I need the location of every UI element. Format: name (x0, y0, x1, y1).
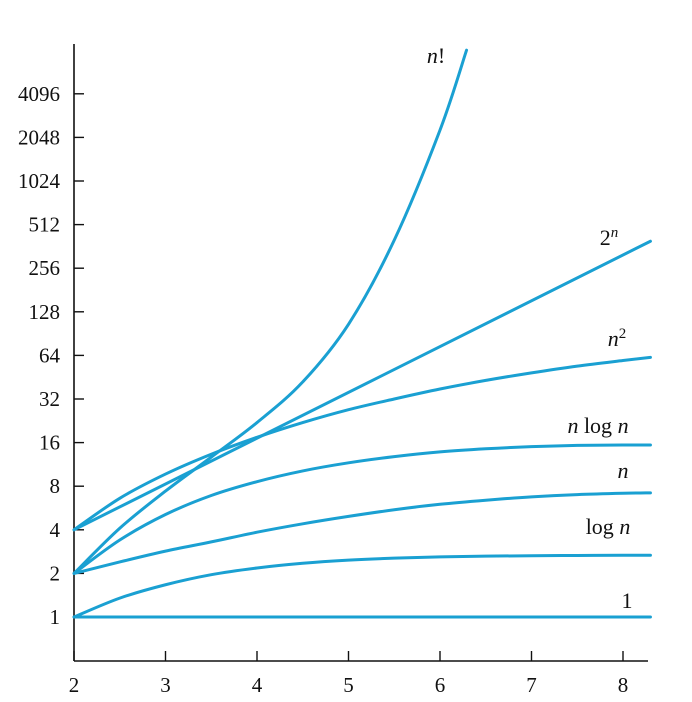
y-tick-label-1: 1 (50, 605, 61, 629)
y-tick-label-64: 64 (39, 343, 61, 367)
y-tick-label-128: 128 (29, 300, 61, 324)
x-tick-label-7: 7 (526, 673, 537, 697)
x-ticks: 2 3 4 5 6 7 8 (69, 651, 629, 697)
label-n-log-n: n log n (567, 413, 628, 438)
y-tick-label-4: 4 (50, 518, 61, 542)
x-tick-label-4: 4 (252, 673, 263, 697)
x-tick-label-6: 6 (435, 673, 446, 697)
x-tick-label-5: 5 (343, 673, 354, 697)
curve-log-n (72, 553, 652, 619)
curve-2-pow-n (72, 239, 652, 532)
y-tick-label-2: 2 (50, 561, 61, 585)
label-n-pow-2: n2 (608, 326, 627, 351)
y-tick-label-512: 512 (29, 213, 61, 237)
series-labels: 1 log n n n log n n2 2n n! (427, 43, 633, 613)
y-tick-label-16: 16 (39, 431, 60, 455)
y-tick-label-256: 256 (29, 256, 61, 280)
x-tick-label-2: 2 (69, 673, 80, 697)
y-tick-label-2048: 2048 (18, 125, 60, 149)
curve-n-factorial (72, 48, 469, 575)
axes (73, 44, 648, 662)
label-n: n (618, 458, 629, 483)
y-tick-label-4096: 4096 (18, 82, 60, 106)
curve-n (72, 491, 652, 575)
label-1: 1 (622, 588, 633, 613)
curve-n-pow-2 (72, 355, 652, 532)
x-tick-label-8: 8 (618, 673, 629, 697)
curves (72, 48, 652, 619)
curve-n-log-n (72, 443, 652, 575)
y-tick-label-8: 8 (50, 474, 61, 498)
y-tick-label-1024: 1024 (18, 169, 61, 193)
label-log-n: log n (586, 514, 631, 539)
label-n-factorial: n! (427, 43, 445, 68)
label-2-pow-n: 2n (600, 225, 619, 250)
y-tick-label-32: 32 (39, 387, 60, 411)
x-tick-label-3: 3 (160, 673, 171, 697)
y-ticks: 1 2 4 8 16 32 64 128 256 512 1024 2048 4096 (18, 82, 84, 629)
